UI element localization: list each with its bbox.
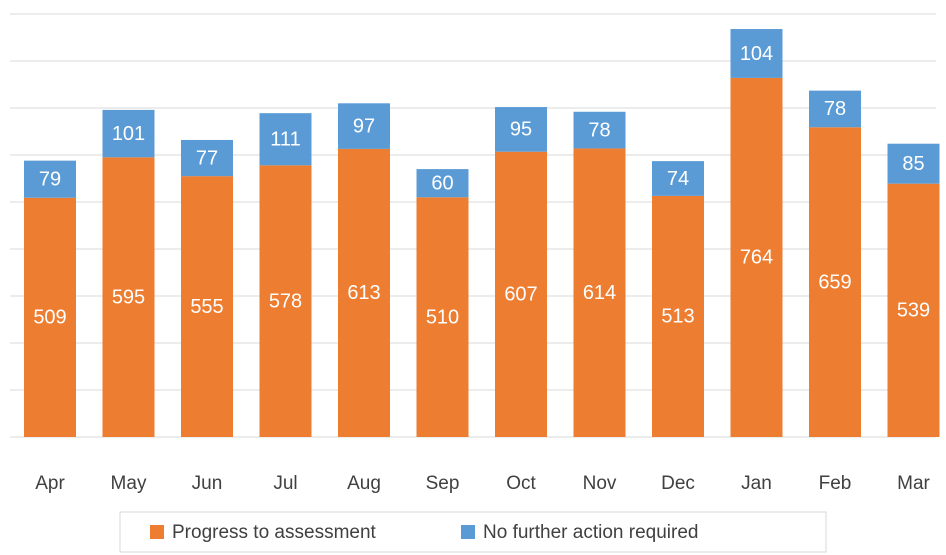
data-label: 85 [902,153,924,175]
bar-segment [887,183,940,437]
bar-segment [24,197,76,437]
x-tick-label: Aug [347,473,381,494]
data-label: 764 [740,247,773,269]
legend-label: Progress to assessment [172,522,377,543]
data-label: 97 [353,115,375,137]
x-tick-label: Nov [583,473,617,494]
bar-segment [573,111,626,149]
bar-segment [652,195,704,437]
bar-segment [730,77,783,438]
data-label: 74 [667,168,689,190]
bar-segment [181,176,233,437]
x-tick-label: Jul [273,473,297,494]
data-label: 613 [347,282,380,304]
data-label: 555 [190,296,223,318]
data-label: 79 [39,168,61,190]
data-label: 659 [818,271,851,293]
x-tick-label: May [111,473,147,494]
x-tick-label: Jun [192,473,223,494]
bar-segment [416,197,469,437]
x-tick-label: Feb [819,473,852,494]
x-tick-label: Apr [35,473,65,494]
bar-segment [338,148,390,437]
x-tick-label: Dec [661,473,695,494]
data-label: 510 [426,306,459,328]
bar-segment [259,165,312,437]
bar-segment [573,148,626,438]
legend-swatch [461,525,475,539]
bar-segment [338,103,390,149]
bar-segment [24,160,76,198]
x-tick-label: Mar [897,473,930,494]
legend-label: No further action required [483,522,698,543]
data-label: 607 [504,284,537,306]
x-tick-label: Sep [426,473,460,494]
data-label: 78 [588,119,610,141]
data-label: 595 [112,286,145,308]
bar-segment [809,90,861,128]
data-label: 78 [824,98,846,120]
data-label: 509 [33,307,66,329]
data-label: 101 [112,123,145,145]
data-label: 578 [269,290,302,312]
bar-segment [495,107,547,152]
data-label: 77 [196,147,218,169]
bar-segment [416,169,469,198]
data-label: 513 [661,306,694,328]
bar-segment [102,157,155,437]
x-tick-label: Jan [741,473,772,494]
data-label: 104 [740,43,773,65]
data-label: 60 [431,172,453,194]
bar-segment [259,113,312,166]
x-tick-label: Oct [506,473,536,494]
bar-segment [102,109,155,158]
data-label: 95 [510,119,532,141]
bar-segment [809,127,861,438]
data-label: 539 [897,300,930,322]
data-label: 111 [270,129,300,151]
bar-segment [887,143,940,184]
bar-segment [495,151,547,437]
legend-swatch [150,525,164,539]
bar-segment [652,161,704,196]
bar-segment [730,29,783,78]
data-label: 614 [583,282,616,304]
bar-segment [181,139,233,177]
